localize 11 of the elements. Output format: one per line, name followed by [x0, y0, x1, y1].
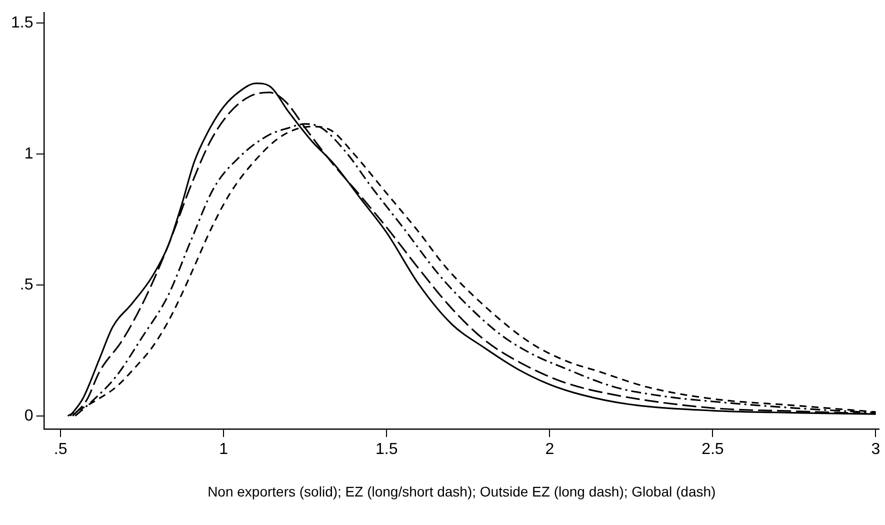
x-tick-label: 3 [871, 441, 880, 458]
x-tick-label: 1.5 [376, 441, 398, 458]
x-tick-label: .5 [54, 441, 68, 458]
y-tick-label: .5 [20, 276, 34, 294]
y-tick-label: 0 [24, 407, 34, 424]
y-tick-label: 1 [24, 145, 34, 162]
x-tick-label: 2.5 [702, 441, 724, 458]
x-tick-label: 1 [219, 441, 228, 458]
x-tick-label: 2 [545, 441, 554, 458]
x-axis-title: Non exporters (solid); EZ (long/short dash); Outside EZ (long dash); Global (dash) [208, 483, 716, 500]
y-tick-label: 1.5 [10, 14, 34, 32]
